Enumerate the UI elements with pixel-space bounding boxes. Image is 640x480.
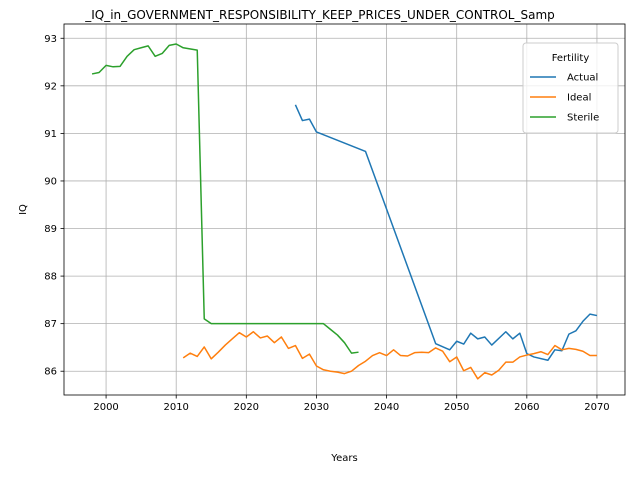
x-tick-label: 2000 [93, 402, 118, 413]
x-tick-label: 2060 [514, 402, 539, 413]
x-tick-label: 2020 [234, 402, 259, 413]
series-line-sterile [91, 43, 359, 354]
plot-frame [63, 23, 626, 396]
legend-box [522, 42, 619, 134]
y-tick-label: 89 [44, 224, 57, 235]
legend-label-ideal: Ideal [567, 93, 591, 104]
y-axis: 86 87 88 89 90 91 92 93 [44, 34, 64, 378]
legend-label-sterile: Sterile [567, 113, 599, 124]
y-tick-label: 91 [44, 129, 57, 140]
x-tick-label: 2030 [304, 402, 329, 413]
y-axis-label: IQ [18, 204, 29, 215]
x-axis-label: Years [330, 453, 357, 464]
y-tick-label: 86 [44, 367, 57, 378]
series-line-actual [294, 104, 598, 362]
series-lines [91, 43, 598, 380]
x-axis: 2000 2010 2020 2030 2040 2050 2060 2070 [93, 395, 610, 413]
y-tick-label: 88 [44, 272, 57, 283]
series-line-ideal [182, 330, 597, 380]
y-tick-label: 93 [44, 34, 57, 45]
y-tick-label: 87 [44, 319, 57, 330]
x-tick-label: 2070 [584, 402, 609, 413]
legend-title: Fertility [552, 53, 590, 64]
chart-title: _IQ_in_GOVERNMENT_RESPONSIBILITY_KEEP_PR… [84, 8, 555, 22]
x-tick-label: 2010 [163, 402, 188, 413]
y-tick-label: 90 [44, 176, 57, 187]
y-tick-label: 92 [44, 81, 57, 92]
legend: Fertility Actual Ideal Sterile [522, 42, 619, 134]
x-tick-label: 2040 [374, 402, 399, 413]
x-tick-label: 2050 [444, 402, 469, 413]
legend-label-actual: Actual [567, 73, 598, 84]
